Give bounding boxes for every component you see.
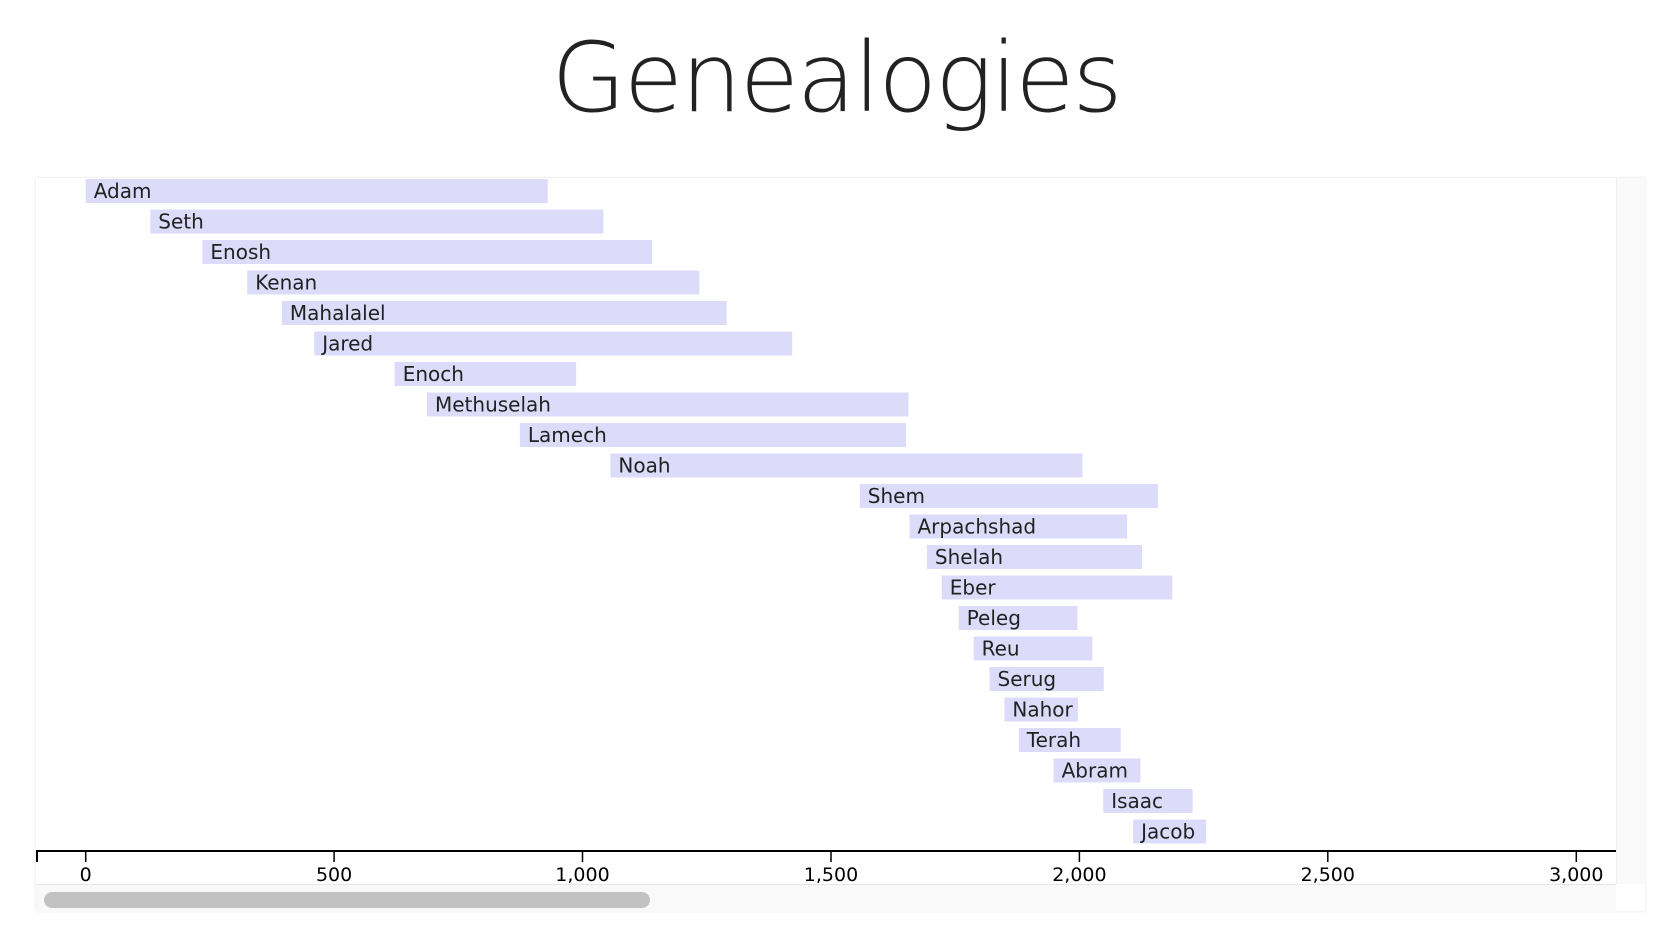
- bar-label-peleg: Peleg: [967, 606, 1021, 630]
- x-tick-label-1000: 1,000: [555, 864, 609, 884]
- bar-jared[interactable]: [314, 331, 793, 356]
- horizontal-scrollbar[interactable]: [36, 884, 1616, 912]
- bar-peleg[interactable]: [958, 606, 1078, 630]
- bar-label-shem: Shem: [868, 484, 925, 508]
- bar-eber[interactable]: [941, 575, 1173, 600]
- bar-label-seth: Seth: [158, 210, 204, 234]
- bar-label-reu: Reu: [982, 637, 1020, 661]
- bar-abram[interactable]: [1053, 758, 1141, 783]
- bar-label-mahalalel: Mahalalel: [290, 301, 386, 325]
- chart-viewport[interactable]: Adam Seth Enosh Kenan Mahalalel Jared Enoch Met…: [36, 178, 1616, 884]
- bar-terah[interactable]: [1018, 728, 1121, 752]
- bar-label-enosh: Enosh: [210, 240, 271, 264]
- page-title: Genealogies: [551, 22, 1123, 134]
- scrollbar-corner: [1616, 884, 1645, 911]
- bar-label-lamech: Lamech: [528, 423, 607, 447]
- bar-label-arpachshad: Arpachshad: [918, 515, 1037, 539]
- bar-kenan[interactable]: [247, 270, 700, 295]
- bar-reu[interactable]: [973, 636, 1093, 661]
- horizontal-scrollbar-thumb[interactable]: [44, 892, 650, 908]
- bar-label-terah: Terah: [1026, 728, 1081, 752]
- bar-noah[interactable]: [610, 453, 1083, 478]
- bar-label-noah: Noah: [618, 454, 670, 478]
- bar-nahor[interactable]: [1004, 697, 1078, 722]
- chart-panel: Adam Seth Enosh Kenan Mahalalel Jared Enoch Met…: [36, 178, 1646, 912]
- x-tick-label-3000: 3,000: [1549, 864, 1603, 884]
- bar-enosh[interactable]: [202, 240, 653, 264]
- x-tick-label-0: 0: [80, 864, 92, 884]
- bar-label-jacob: Jacob: [1139, 820, 1195, 844]
- bar-label-nahor: Nahor: [1012, 698, 1073, 722]
- bar-seth[interactable]: [150, 209, 604, 234]
- x-tick-label-1500: 1,500: [804, 864, 858, 884]
- bar-adam[interactable]: [85, 179, 548, 203]
- x-tick-label-500: 500: [316, 864, 352, 884]
- bar-label-eber: Eber: [950, 576, 997, 600]
- bar-label-adam: Adam: [94, 179, 152, 203]
- bar-arpachshad[interactable]: [909, 514, 1128, 539]
- bar-shelah[interactable]: [926, 545, 1142, 569]
- bar-label-shelah: Shelah: [935, 545, 1003, 569]
- bar-label-isaac: Isaac: [1111, 789, 1163, 813]
- bar-jacob[interactable]: [1133, 819, 1207, 844]
- vertical-scrollbar[interactable]: [1616, 178, 1646, 884]
- bar-label-abram: Abram: [1062, 759, 1128, 783]
- bar-label-enoch: Enoch: [403, 362, 464, 386]
- bar-methuselah[interactable]: [427, 392, 909, 417]
- bar-serug[interactable]: [989, 667, 1104, 691]
- bar-label-serug: Serug: [998, 667, 1057, 691]
- bar-isaac[interactable]: [1103, 789, 1193, 813]
- bar-shem[interactable]: [859, 484, 1158, 508]
- bar-label-jared: Jared: [320, 332, 373, 356]
- x-tick-label-2000: 2,000: [1052, 864, 1106, 884]
- bar-enoch[interactable]: [394, 362, 577, 386]
- bar-lamech[interactable]: [519, 423, 906, 447]
- x-axis: 0 500 1,000 1,500 2,000 2,500 3,000: [36, 850, 1616, 884]
- bar-mahalalel[interactable]: [281, 301, 727, 325]
- x-tick-label-2500: 2,500: [1301, 864, 1355, 884]
- bar-label-methuselah: Methuselah: [435, 393, 551, 417]
- bar-label-kenan: Kenan: [255, 271, 317, 295]
